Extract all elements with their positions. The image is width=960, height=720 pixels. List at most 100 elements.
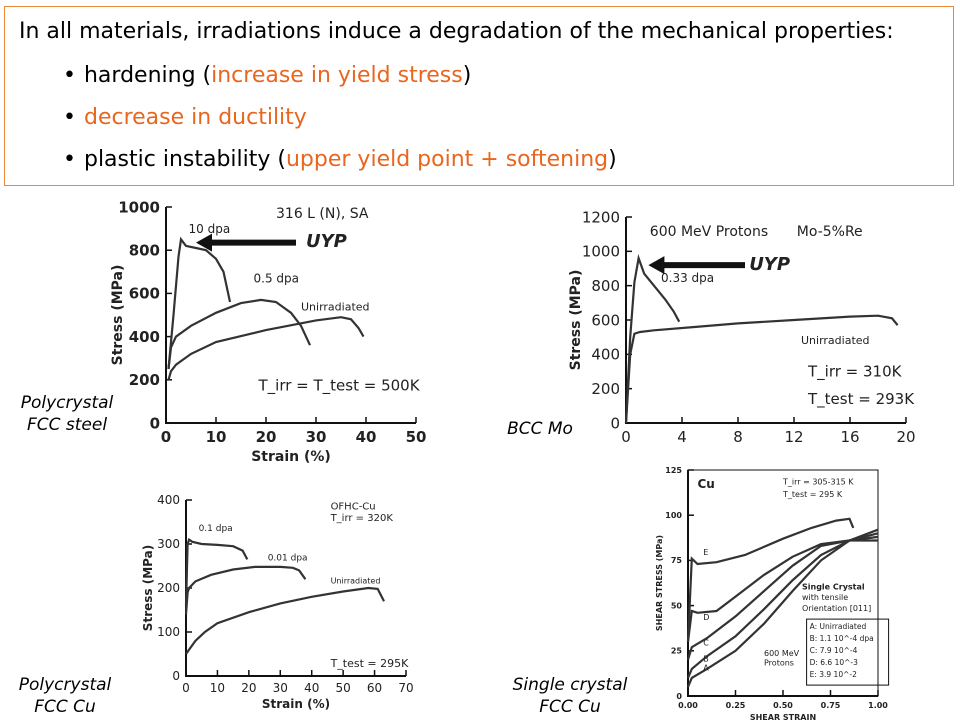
summary-box: In all materials, irradiations induce a …: [4, 6, 954, 186]
series-label-0-5dpa: 0.5 dpa: [254, 272, 300, 286]
x-axis-label: Strain (%): [262, 697, 330, 711]
x-tick-label: 10: [210, 681, 225, 695]
bullet-highlight: decrease in ductility: [83, 105, 307, 130]
y-tick-label: 1000: [582, 243, 620, 261]
bullet-dot: •: [63, 105, 76, 130]
series-line-10-dpa: [167, 236, 232, 370]
bullet-hardening: • hardening (increase in yield stress): [63, 63, 471, 88]
y-axis-label: Stress (MPa): [110, 265, 126, 366]
y-tick-label: 600: [129, 285, 160, 303]
legend-frame: [806, 618, 890, 686]
x-tick-label: 50: [406, 428, 427, 446]
series-letter-e: E: [703, 548, 708, 557]
x-tick-label: 50: [336, 681, 351, 695]
y-tick-label: 200: [591, 380, 620, 398]
uyp-arrow-mo-head: [648, 256, 665, 275]
x-tick-label: 10: [206, 428, 227, 446]
legend-entry: C: 7.9 10^-4: [810, 646, 858, 655]
y-tick-label: 300: [157, 537, 180, 551]
series-label-unirradiated: Unirradiated: [301, 301, 370, 314]
series-letter-b: B: [703, 655, 709, 664]
x-tick-label: 30: [306, 428, 327, 446]
bullet-highlight: upper yield point + softening: [285, 147, 609, 172]
chart-cu-single: 0 25 50 75 100 125 0.00 0.25 0.50 0.75 1.00 SHEAR S…: [655, 466, 890, 720]
y-axis-label: Stress (MPa): [568, 270, 584, 371]
x-tick-label: 0: [182, 681, 190, 695]
caption-cu-single-line1: Single crystal: [512, 675, 628, 695]
caption-cu-poly-line2: FCC Cu: [34, 697, 96, 717]
series-letter-c: C: [703, 638, 709, 647]
series-line-unirradiated: [185, 586, 385, 655]
x-tick-label: 30: [273, 681, 288, 695]
bullet-text: ): [608, 147, 617, 172]
x-tick-label: 0.00: [678, 701, 698, 710]
caption-cu-single-line2: FCC Cu: [539, 697, 601, 717]
crystal-note-1: Single Crystal: [802, 582, 865, 591]
series-line-unirradiated: [624, 314, 899, 424]
bullet-ductility: • decrease in ductility: [63, 105, 307, 130]
caption-steel-line1: Polycrystal: [20, 393, 114, 413]
chart-steel-title: 316 L (N), SA: [276, 206, 369, 222]
y-tick-label: 0: [150, 414, 160, 432]
x-tick-label: 70: [398, 681, 413, 695]
bullet-dot: •: [63, 147, 76, 172]
caption-mo-line: BCC Mo: [507, 419, 573, 439]
x-tick-label: 0.25: [726, 701, 746, 710]
y-tick-label: 400: [129, 328, 160, 346]
chart-cu-single-title: Cu: [698, 477, 715, 491]
chart-steel-condition: T_irr = T_test = 500K: [258, 377, 421, 396]
chart-cu-single-condition-irr: T_irr = 305-315 K: [782, 477, 854, 486]
y-tick-label: 200: [129, 371, 160, 389]
summary-title: In all materials, irradiations induce a …: [19, 19, 894, 44]
x-tick-label: 0.75: [821, 701, 841, 710]
protons-label-1: 600 MeV: [764, 649, 800, 658]
bullet-highlight: increase in yield stress: [211, 63, 463, 88]
protons-label-2: Protons: [764, 658, 794, 667]
legend-entry: D: 6.6 10^-3: [810, 658, 859, 667]
legend-entry: E: 3.9 10^-2: [810, 670, 857, 679]
x-tick-label: 8: [733, 428, 743, 446]
crystal-note-2: with tensile: [802, 593, 848, 602]
x-tick-label: 0: [621, 428, 631, 446]
y-tick-label: 200: [157, 581, 180, 595]
y-axis-label: SHEAR STRESS (MPa): [655, 535, 664, 631]
y-tick-label: 800: [129, 241, 160, 259]
series-line-b: [686, 532, 879, 679]
y-tick-label: 1200: [582, 208, 620, 226]
chart-mo-condition-test: T_test = 293K: [807, 390, 915, 409]
chart-cu-poly-condition-test: T_test = 295K: [330, 657, 410, 670]
y-tick-label: 25: [671, 647, 683, 656]
chart-mo-material: Mo-5%Re: [797, 224, 863, 240]
chart-cu-single-condition-test: T_test = 295 K: [782, 490, 843, 499]
series-line-a: [686, 528, 879, 688]
y-tick-label: 100: [665, 511, 682, 520]
chart-mo: 0 200 400 600 800 1000 1200 0 4 8 12 16 20 Stress (MP…: [568, 208, 916, 446]
x-axis-label: SHEAR STRAIN: [750, 713, 816, 720]
bullet-text: ): [462, 63, 472, 88]
y-tick-label: 0: [172, 669, 180, 683]
bullet-text: plastic instability (: [83, 147, 286, 172]
y-tick-label: 0: [676, 692, 682, 701]
caption-cu-poly: Polycrystal FCC Cu: [10, 674, 120, 718]
series-letter-a: A: [703, 664, 709, 673]
x-tick-label: 40: [356, 428, 377, 446]
series-line-0-5-dpa: [167, 298, 311, 370]
y-tick-label: 600: [591, 311, 620, 329]
y-tick-label: 1000: [118, 198, 160, 216]
series-line-d: [686, 539, 878, 642]
x-tick-label: 20: [896, 428, 915, 446]
bullet-text: hardening (: [83, 63, 212, 88]
y-tick-label: 75: [671, 556, 683, 565]
y-tick-label: 125: [665, 466, 682, 475]
series-line-0-33-dpa: [624, 253, 681, 424]
chart-cu-poly: 0 100 200 300 400 0 10 20 30 40 50 60 70 Strain (%) St…: [141, 493, 414, 711]
x-tick-label: 4: [677, 428, 687, 446]
legend-entry: B: 1.1 10^-4 dpa: [810, 634, 874, 643]
y-tick-label: 50: [671, 601, 683, 610]
series-label-0-01dpa: 0.01 dpa: [268, 554, 308, 564]
series-label-unirradiated: Unirradiated: [331, 577, 381, 586]
series-label-0-1dpa: 0.1 dpa: [199, 524, 233, 534]
crystal-note-3: Orientation [011]: [802, 604, 871, 613]
series-line-0-1-dpa: [184, 537, 249, 606]
y-tick-label: 400: [591, 346, 620, 364]
